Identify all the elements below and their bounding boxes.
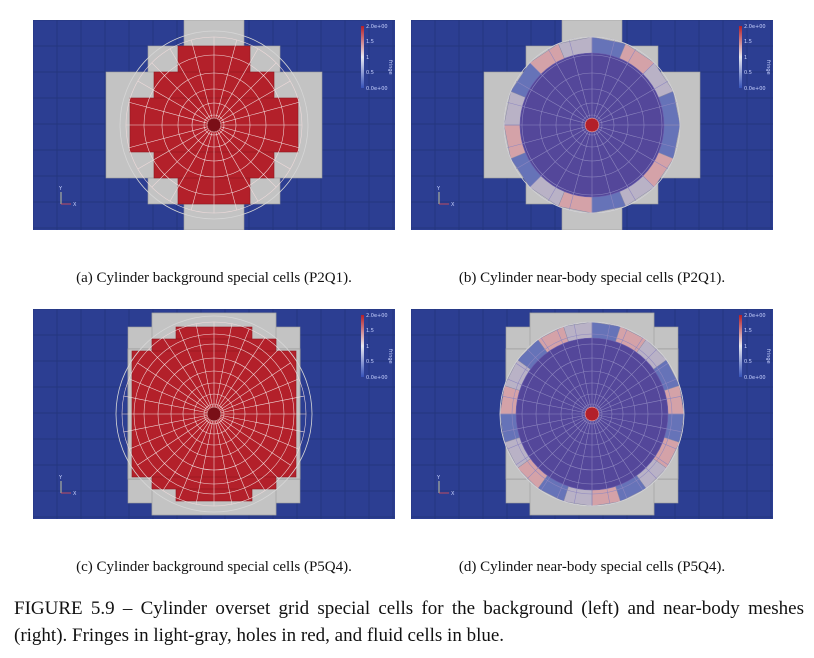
cylinder-body — [206, 117, 222, 133]
polar-mesh — [121, 321, 307, 507]
caption-b: (b) Cylinder near-body special cells (P2… — [458, 270, 726, 286]
colorbar-tick-label: 1 — [366, 344, 369, 350]
colorbar-tick-label: 0.0e+00 — [366, 86, 388, 92]
colorbar-tick-label: 1.5 — [366, 39, 374, 45]
triad-x-label: X — [451, 202, 455, 208]
colorbar-tick-label: 0.5 — [366, 359, 374, 365]
colorbar-tick-label: 1.5 — [744, 39, 752, 45]
colorbar-gradient — [739, 315, 742, 377]
axes-triad: YX — [58, 475, 77, 497]
triad-y-label: Y — [436, 186, 441, 192]
colorbar-gradient — [739, 26, 742, 88]
cylinder-body — [584, 117, 600, 133]
colorbar-tick-label: 0.5 — [744, 70, 752, 76]
colorbar-tick-label: 1.5 — [366, 328, 374, 334]
cylinder-body — [206, 406, 222, 422]
nearbody-fringe-ring — [499, 321, 685, 507]
colorbar-gradient — [361, 26, 364, 88]
colorbar-tick-label: 1 — [366, 55, 369, 61]
colorbar: 2.0e+00 1.5 1 0.5 0.0e+00 fringe — [739, 24, 771, 92]
panel-a-background-p2q1: 2.0e+00 1.5 1 0.5 0.0e+00 fringe Y X — [33, 20, 395, 230]
colorbar-tick-label: 0.5 — [744, 359, 752, 365]
colorbar-tick-label: 0.0e+00 — [366, 375, 388, 381]
colorbar-title: fringe — [387, 349, 393, 364]
axes-triad: YX — [436, 475, 455, 497]
colorbar-title: fringe — [765, 60, 771, 75]
panel-c-background-p5q4: 2.0e+00 1.5 1 0.5 0.0e+00 fringe Y X — [33, 309, 395, 519]
cylinder-body — [584, 406, 600, 422]
colorbar-tick-label: 2.0e+00 — [744, 313, 766, 319]
axes-triad: YX — [58, 186, 77, 208]
colorbar-tick-label: 0.5 — [366, 70, 374, 76]
colorbar-tick-label: 1 — [744, 344, 747, 350]
colorbar: 2.0e+00 1.5 1 0.5 0.0e+00 fringe — [361, 313, 393, 381]
axes-triad: YX — [436, 186, 455, 208]
colorbar-tick-label: 1.5 — [744, 328, 752, 334]
colorbar-tick-label: 0.0e+00 — [744, 375, 766, 381]
colorbar-tick-label: 0.0e+00 — [744, 86, 766, 92]
colorbar-tick-label: 2.0e+00 — [366, 24, 388, 30]
caption-c: (c) Cylinder background special cells (P… — [76, 559, 352, 575]
panel-d-nearbody-p5q4: 2.0e+00 1.5 1 0.5 0.0e+00 fringe Y X — [411, 309, 773, 519]
outer-boundary-circle — [503, 36, 681, 214]
outer-boundary-circle — [115, 315, 313, 513]
panel-b-nearbody-p2q1: 2.0e+00 1.5 1 0.5 0.0e+00 fringe Y X — [411, 20, 773, 230]
triad-x-label: X — [451, 491, 455, 497]
colorbar-title: fringe — [765, 349, 771, 364]
outer-boundary-circle — [499, 321, 685, 507]
figure-caption: FIGURE 5.9 – Cylinder overset grid speci… — [14, 598, 804, 646]
triad-x-label: X — [73, 491, 77, 497]
colorbar-gradient — [361, 315, 364, 377]
colorbar-title: fringe — [387, 60, 393, 75]
caption-d: (d) Cylinder near-body special cells (P5… — [458, 559, 726, 575]
colorbar-tick-label: 1 — [744, 55, 747, 61]
triad-x-label: X — [73, 202, 77, 208]
polar-mesh — [125, 36, 303, 214]
outer-boundary-circle — [119, 30, 309, 220]
colorbar: 2.0e+00 1.5 1 0.5 0.0e+00 fringe — [739, 313, 771, 381]
colorbar-tick-label: 2.0e+00 — [744, 24, 766, 30]
triad-y-label: Y — [58, 186, 63, 192]
triad-y-label: Y — [58, 475, 63, 481]
caption-a: (a) Cylinder background special cells (P… — [76, 270, 352, 286]
colorbar-tick-label: 2.0e+00 — [366, 313, 388, 319]
colorbar: 2.0e+00 1.5 1 0.5 0.0e+00 fringe — [361, 24, 393, 92]
triad-y-label: Y — [436, 475, 441, 481]
